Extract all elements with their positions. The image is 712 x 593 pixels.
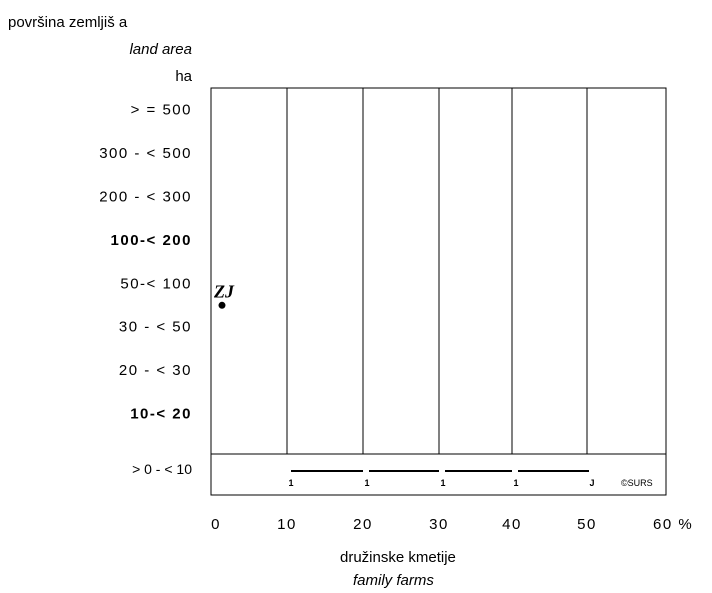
bottom-row-marker: 1 [440, 478, 445, 488]
xlabel-line-1: družinske kmetije [340, 549, 456, 566]
category-label: 10-< 20 [130, 406, 192, 423]
category-label: 20 - < 30 [119, 362, 192, 379]
bottom-row-marker: 1 [513, 478, 518, 488]
ylabel-line-3: ha [175, 68, 192, 85]
x-tick-label: 30 [429, 516, 449, 533]
bottom-row-marker: 1 [288, 478, 293, 488]
ylabel-line-1: površina zemljiš a [8, 14, 128, 31]
copyright-text: ©SURS [621, 478, 653, 488]
x-tick-label: 60 % [653, 516, 693, 533]
x-tick-label: 0 [211, 516, 221, 533]
category-label: 50-< 100 [120, 275, 192, 292]
category-label: 200 - < 300 [99, 189, 192, 206]
x-tick-label: 50 [577, 516, 597, 533]
x-tick-label: 20 [353, 516, 373, 533]
category-label: > = 500 [131, 102, 192, 119]
data-point [218, 301, 226, 309]
category-label: 300 - < 500 [99, 145, 192, 162]
x-tick-label: 10 [277, 516, 297, 533]
xlabel-line-2: family farms [353, 572, 434, 589]
data-point-label: ZJ [213, 281, 235, 301]
x-tick-label: 40 [502, 516, 522, 533]
category-label: > 0 - < 10 [132, 461, 192, 477]
bottom-row-marker: J [589, 478, 594, 488]
ylabel-line-2: land area [129, 41, 192, 58]
category-label: 30 - < 50 [119, 319, 192, 336]
category-label: 100-< 200 [111, 232, 192, 249]
bottom-row-marker: 1 [364, 478, 369, 488]
